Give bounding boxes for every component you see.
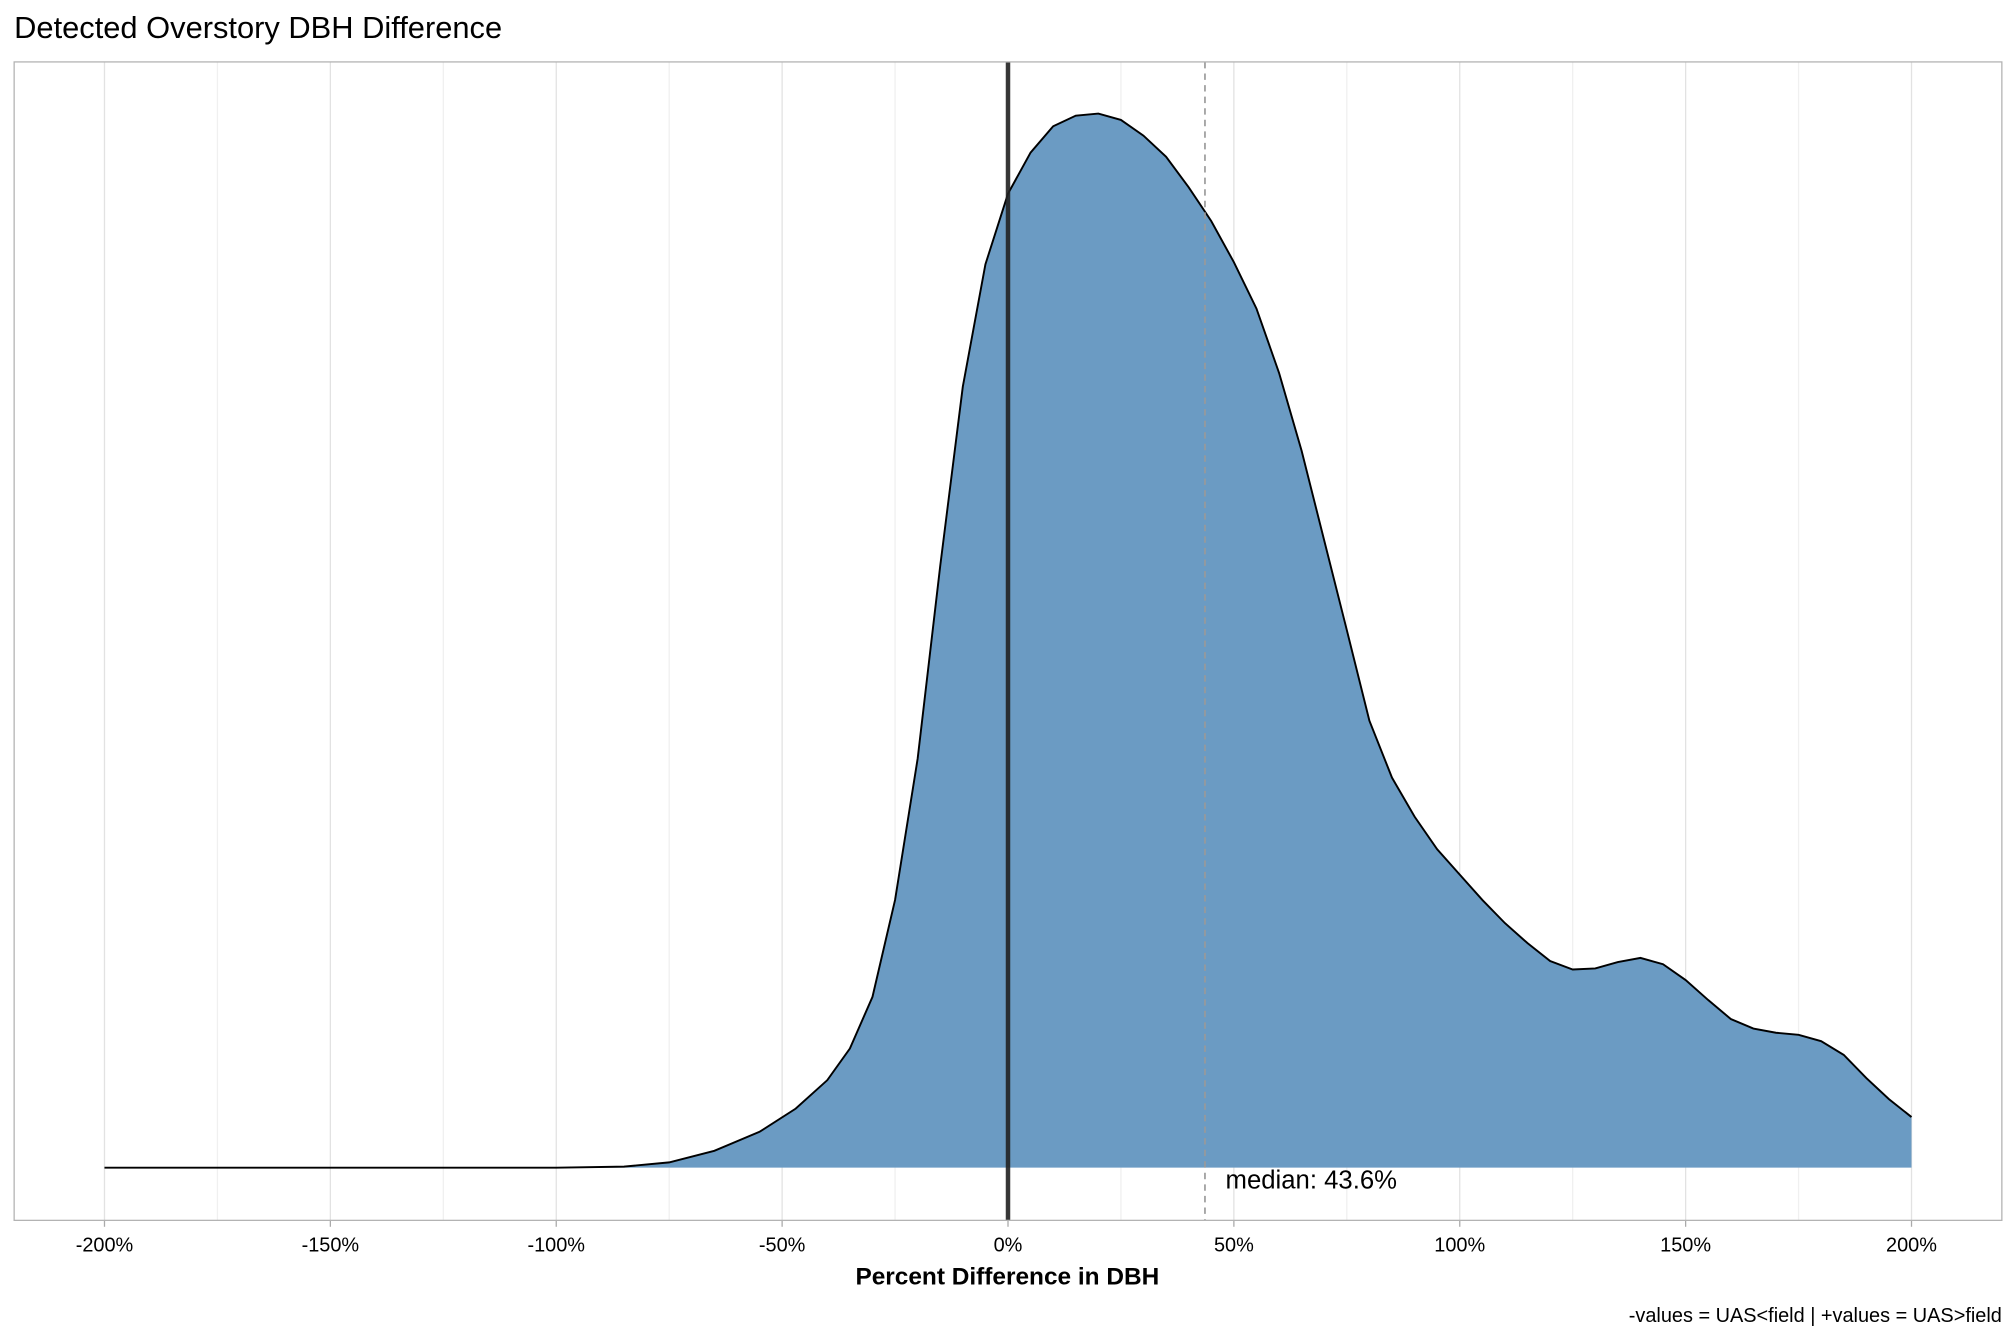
x-tick-label: -50%	[759, 1234, 805, 1256]
x-tick-label: 100%	[1434, 1234, 1485, 1256]
x-tick-label: 200%	[1886, 1234, 1937, 1256]
x-tick-label: -200%	[76, 1234, 134, 1256]
chart-title: Detected Overstory DBH Difference	[14, 10, 502, 45]
x-tick-label: -150%	[302, 1234, 360, 1256]
panel-border	[13, 61, 2003, 1221]
x-tick-label: 0%	[994, 1234, 1023, 1256]
x-axis-label: Percent Difference in DBH	[855, 1264, 1159, 1291]
x-tick-label: -100%	[527, 1234, 585, 1256]
x-tick-label: 50%	[1214, 1234, 1254, 1256]
x-tick-label: 150%	[1660, 1234, 1711, 1256]
caption: -values = UAS<field | +values = UAS>fiel…	[1629, 1305, 2002, 1327]
density-line	[104, 112, 1913, 1169]
median-label: median: 43.6%	[1226, 1167, 1397, 1195]
